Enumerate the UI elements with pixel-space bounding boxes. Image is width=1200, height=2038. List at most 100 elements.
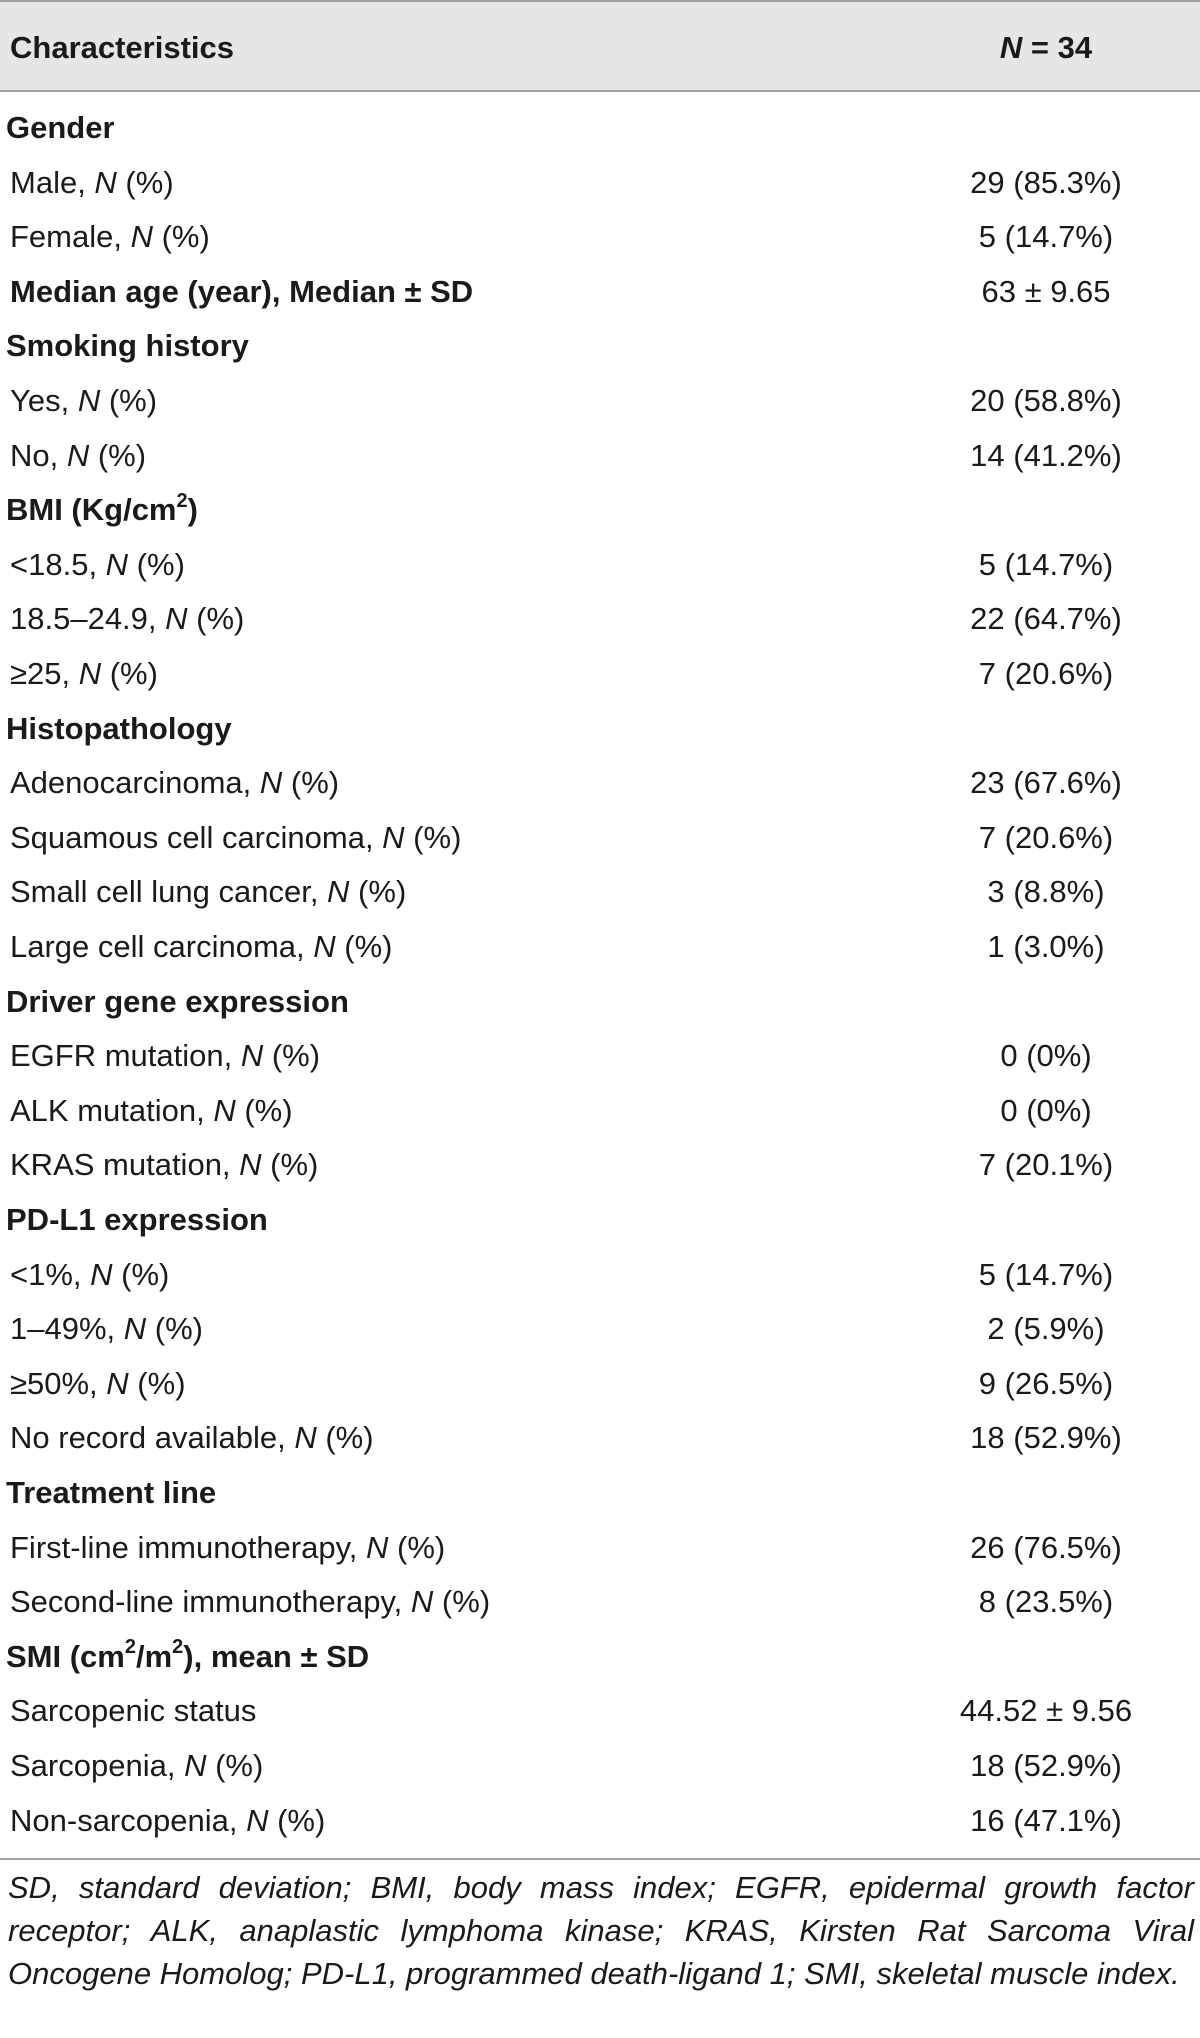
row-label-text: ≥50%,: [10, 1365, 107, 1401]
row-value: 5 (14.7%): [978, 1256, 1114, 1292]
row-label-suffix: (%): [128, 1365, 186, 1401]
row-value: 63 ± 9.65: [981, 273, 1111, 309]
row-value: 18 (52.9%): [970, 1748, 1122, 1783]
row-label: No record available, N (%): [10, 1411, 374, 1465]
row-label-n: N: [105, 546, 129, 582]
row-label: 1–49%, N (%): [10, 1302, 203, 1356]
row-value: 22 (64.7%): [970, 601, 1122, 637]
table-row: EGFR mutation, N (%) 0 (0%): [0, 1029, 1200, 1083]
row-label-suffix: (%): [261, 1147, 319, 1183]
row-label: First-line immunotherapy, N (%): [10, 1521, 445, 1575]
row-value: 23 (67.6%): [970, 765, 1122, 801]
row-label: Non-sarcopenia, N (%): [10, 1794, 325, 1848]
section-header-row: Histopathology: [0, 702, 1200, 756]
table-row: Second-line immunotherapy, N (%) 8 (23.5%…: [0, 1575, 1200, 1629]
row-label-n: N: [66, 437, 90, 473]
row-label-n: N: [313, 929, 336, 964]
row-label: Median age (year), Median ± SD: [10, 265, 473, 319]
table-row: ≥25, N (%) 7 (20.6%): [0, 647, 1200, 701]
row-label-text: PD-L1 expression: [6, 1202, 268, 1237]
row-label-suffix: (%): [316, 1420, 374, 1456]
row-label-text: Driver gene expression: [6, 983, 349, 1019]
row-label-suffix: (%): [89, 437, 147, 473]
row-label-text: Sarcopenic status: [10, 1693, 257, 1729]
row-value: 7 (20.6%): [978, 819, 1114, 855]
row-label: ALK mutation, N (%): [10, 1084, 293, 1138]
row-label-text: <1%,: [10, 1256, 91, 1292]
row-label-n: N: [78, 656, 102, 691]
row-label-n: N: [213, 1092, 236, 1128]
section-header-row: PD-L1 expression: [0, 1193, 1200, 1247]
row-label-text: ≥25,: [10, 656, 79, 691]
section-label: Smoking history: [6, 319, 249, 373]
row-label-text: EGFR mutation,: [10, 1038, 241, 1074]
row-label-n: N: [240, 1038, 264, 1074]
row-label-suffix: (%): [100, 383, 158, 418]
row-value: 1 (3.0%): [987, 929, 1105, 964]
table-row: Female, N (%) 5 (14.7%): [0, 210, 1200, 264]
section-label: BMI (Kg/cm2): [6, 483, 198, 537]
row-value: 20 (58.8%): [970, 383, 1122, 418]
table-row: First-line immunotherapy, N (%) 26 (76.5%…: [0, 1521, 1200, 1575]
table-row: Squamous cell carcinoma, N (%) 7 (20.6%): [0, 811, 1200, 865]
row-label-suffix: (%): [153, 219, 210, 255]
row-label-n: N: [184, 1748, 207, 1783]
section-header-row: BMI (Kg/cm2): [0, 483, 1200, 537]
header-n: N = 34: [896, 2, 1196, 94]
row-label-text: Second-line immunotherapy,: [10, 1584, 411, 1620]
row-label: Sarcopenic status: [10, 1684, 256, 1738]
section-label: Driver gene expression: [6, 975, 349, 1029]
row-label-suffix: (%): [146, 1311, 203, 1347]
row-value: 2 (5.9%): [987, 1311, 1105, 1347]
row-label-suffix: (%): [433, 1584, 491, 1620]
row-label-n: N: [123, 1311, 147, 1347]
row-value: 7 (20.1%): [978, 1147, 1114, 1183]
row-label-text: Histopathology: [6, 710, 232, 746]
row-value: 44.52 ± 9.56: [959, 1693, 1133, 1729]
row-value: 5 (14.7%): [978, 219, 1114, 255]
section-header-row: Gender: [0, 101, 1200, 155]
row-label-suffix: (%): [187, 601, 245, 637]
row-label-suffix: (%): [268, 1802, 326, 1838]
row-label: Adenocarcinoma, N (%): [10, 756, 339, 810]
section-label: PD-L1 expression: [6, 1193, 268, 1247]
row-label-suffix: (%): [112, 1256, 170, 1292]
table-footnote: SD, standard deviation; BMI, body mass i…: [8, 1870, 1194, 1991]
section-header-row: Smoking history: [0, 319, 1200, 373]
table-row: 1–49%, N (%) 2 (5.9%): [0, 1302, 1200, 1356]
row-label: Second-line immunotherapy, N (%): [10, 1575, 490, 1629]
row-label-suffix: (%): [235, 1092, 293, 1128]
row-label-n: N: [410, 1584, 434, 1620]
row-label: No, N (%): [10, 429, 146, 483]
section-header-row: SMI (cm2/m2), mean ± SD: [0, 1630, 1200, 1684]
row-label-text: Median age (year), Median ± SD: [10, 273, 474, 309]
row-label: ≥25, N (%): [10, 647, 158, 701]
row-value: 26 (76.5%): [970, 1529, 1122, 1565]
table-row: No, N (%) 14 (41.2%): [0, 429, 1200, 483]
row-label-text: No record available,: [10, 1420, 295, 1456]
row-label-text: SMI (cm: [6, 1638, 125, 1674]
row-label-text: Gender: [6, 110, 115, 145]
table-row: Male, N (%) 29 (85.3%): [0, 156, 1200, 210]
row-value: 18 (52.9%): [970, 1420, 1122, 1456]
row-value: 0 (0%): [1000, 1038, 1092, 1074]
row-label-text: Treatment line: [6, 1475, 217, 1510]
table-row: Sarcopenia, N (%) 18 (52.9%): [0, 1739, 1200, 1793]
table-bottom-rule: [0, 1858, 1200, 1860]
row-label-text: No,: [10, 437, 67, 473]
row-label-suffix: (%): [388, 1529, 446, 1565]
header-characteristics: Characteristics: [10, 30, 235, 65]
table-row: Yes, N (%) 20 (58.8%): [0, 374, 1200, 428]
row-label-text: BMI (Kg/cm: [6, 492, 177, 528]
row-label-suffix: (%): [282, 765, 340, 801]
row-label-n: N: [246, 1802, 269, 1838]
row-label-n: N: [106, 1365, 129, 1401]
row-label-mid: /m: [135, 1638, 173, 1674]
row-label: Squamous cell carcinoma, N (%): [10, 811, 461, 865]
row-label: Female, N (%): [10, 210, 210, 264]
row-label-sup: 2: [124, 1636, 136, 1659]
table-row: ALK mutation, N (%) 0 (0%): [0, 1084, 1200, 1138]
row-label-n: N: [366, 1529, 389, 1565]
row-label-suffix: (%): [116, 164, 174, 200]
table-row: <18.5, N (%) 5 (14.7%): [0, 538, 1200, 592]
